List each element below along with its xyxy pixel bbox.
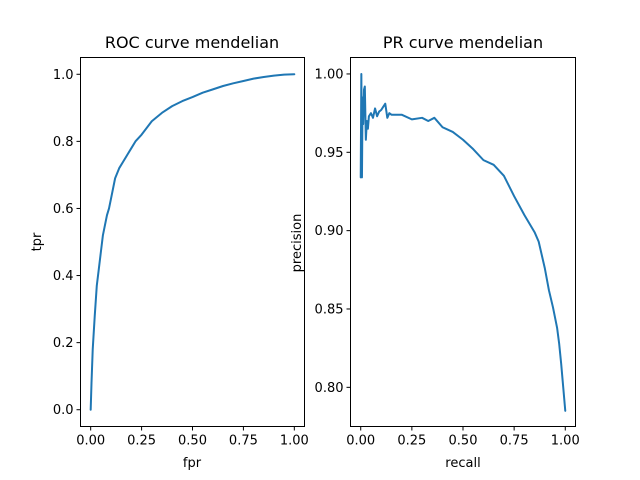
pr-axes-frame: [350, 57, 576, 427]
roc-title: ROC curve mendelian: [105, 33, 279, 52]
roc-y-tick-label: 0.2: [53, 336, 74, 351]
pr-x-tick-label: 0.50: [449, 434, 478, 449]
roc-chart: ROC curve mendelian fpr tpr 0.00 0.25 0.50…: [30, 33, 309, 471]
roc-y-tick-label: 0.0: [53, 403, 74, 418]
pr-x-axis-label: recall: [445, 456, 480, 471]
roc-x-tick-label: 0.50: [178, 434, 207, 449]
roc-ticks: 0.00 0.25 0.50 0.75 1.00 0.0 0.2 0.4 0.6 0.8 1.0: [53, 68, 309, 449]
roc-x-tick-label: 0.00: [76, 434, 105, 449]
roc-x-tick-label: 1.00: [280, 434, 309, 449]
pr-y-tick-label: 0.85: [315, 302, 344, 317]
pr-y-tick-label: 0.90: [315, 224, 344, 239]
pr-chart: PR curve mendelian recall precision 0.00…: [290, 33, 580, 471]
pr-y-tick-label: 0.80: [315, 381, 344, 396]
roc-axes-frame: [80, 57, 305, 427]
roc-y-tick-label: 0.4: [53, 269, 74, 284]
pr-x-tick-label: 0.25: [397, 434, 426, 449]
roc-x-tick-label: 0.25: [127, 434, 156, 449]
roc-y-tick-label: 0.6: [53, 202, 74, 217]
pr-x-tick-label: 0.00: [346, 434, 375, 449]
roc-y-axis-label: tpr: [30, 232, 45, 251]
roc-y-tick-label: 1.0: [53, 68, 74, 83]
pr-title: PR curve mendelian: [383, 33, 543, 52]
roc-x-tick-label: 0.75: [229, 434, 258, 449]
roc-x-axis-label: fpr: [183, 456, 202, 471]
roc-y-tick-label: 0.8: [53, 135, 74, 150]
pr-plot-area: [359, 72, 567, 412]
pr-y-axis-label: precision: [290, 214, 305, 273]
pr-x-tick-label: 0.75: [500, 434, 529, 449]
pr-y-tick-label: 0.95: [315, 146, 344, 161]
roc-plot-area: [89, 73, 296, 411]
pr-curve-line: [359, 72, 567, 412]
pr-x-tick-label: 1.00: [551, 434, 580, 449]
pr-y-tick-label: 1.00: [315, 67, 344, 82]
pr-ticks: 0.00 0.25 0.50 0.75 1.00 0.80 0.85 0.90 0.95 1.00: [315, 67, 580, 448]
roc-curve-line: [89, 73, 296, 411]
